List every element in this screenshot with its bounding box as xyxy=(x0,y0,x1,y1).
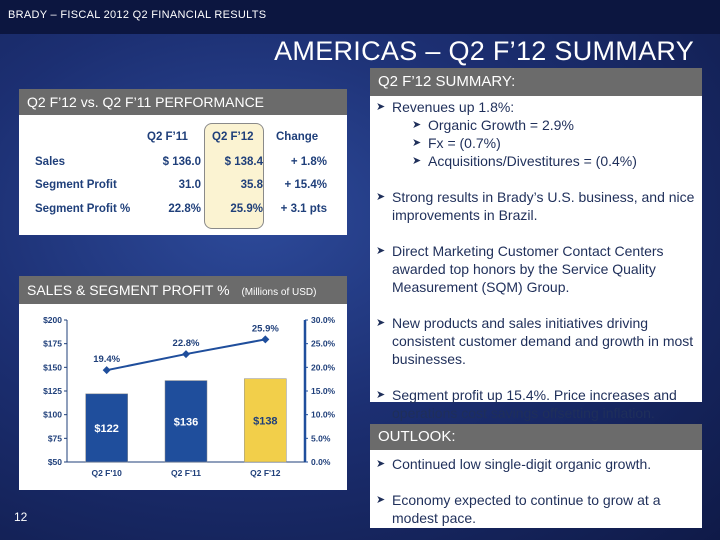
cell-sales-q2f11: $ 136.0 xyxy=(162,156,201,168)
y-right-tick-label: 0.0% xyxy=(311,457,331,467)
bar xyxy=(85,393,128,463)
slide-title: AMERICAS – Q2 F’12 SUMMARY xyxy=(274,36,694,66)
y-right-tick-label: 15.0% xyxy=(311,386,336,396)
y-right-tick-label: 5.0% xyxy=(311,433,331,443)
cell-sales-q2f12: $ 138.4 xyxy=(224,156,263,168)
summary-list: ➤ Revenues up 1.8%: ➤ Organic Growth = 2.9… xyxy=(370,98,702,422)
outlook-bullet: ➤ Continued low single-digit organic grow… xyxy=(376,456,652,472)
summary-sub-bullet: ➤ Acquisitions/Divestitures = (0.4%) xyxy=(412,153,637,169)
cell-profit-pct-q2f11: 22.8% xyxy=(168,203,201,215)
outlook-list: ➤ Continued low single-digit organic grow… xyxy=(370,455,702,527)
col-header-q2f12: Q2 F’12 xyxy=(212,131,254,143)
profit-label: 25.9% xyxy=(252,323,279,334)
chart-header: SALES & SEGMENT PROFIT % (Millions of US… xyxy=(19,276,347,304)
summary-bullet: ➤ New products and sales initiatives driv… xyxy=(376,315,694,367)
x-tick-label: Q2 F'11 xyxy=(171,468,201,478)
summary-bullet: ➤ Revenues up 1.8%: xyxy=(376,99,515,115)
cell-profit-q2f12: 35.8 xyxy=(240,179,263,191)
x-tick-label: Q2 F'10 xyxy=(91,468,122,478)
y-right-tick-label: 10.0% xyxy=(311,410,336,420)
profit-label: 22.8% xyxy=(173,338,200,349)
bar-label: $138 xyxy=(253,415,277,427)
col-header-q2f11: Q2 F’11 xyxy=(147,131,188,143)
arrow-icon: ➤ xyxy=(412,119,422,131)
profit-label: 19.4% xyxy=(93,354,120,365)
performance-header: Q2 F’12 vs. Q2 F’11 PERFORMANCE xyxy=(19,89,347,115)
profit-point xyxy=(102,366,111,375)
sales-profit-chart: $200 $175 $150 $125 $100 $75 $50 30.0% 25.0% 20.0… xyxy=(43,315,336,478)
y-right-tick-label: 30.0% xyxy=(311,315,336,325)
row-label-segment-profit-pct: Segment Profit % xyxy=(35,203,131,215)
col-header-change: Change xyxy=(276,131,319,143)
summary-title: Q2 F’12 SUMMARY: xyxy=(378,73,516,90)
breadcrumb: BRADY – FISCAL 2012 Q2 FINANCIAL RESULTS xyxy=(8,9,267,21)
cell-profit-q2f11: 31.0 xyxy=(178,179,201,191)
arrow-icon: ➤ xyxy=(376,494,386,506)
outlook-title: OUTLOOK: xyxy=(378,428,456,445)
outlook-header: OUTLOOK: xyxy=(370,424,702,450)
y-left-tick-label: $50 xyxy=(48,457,62,467)
q2f12-highlight xyxy=(204,123,264,229)
x-tick-label: Q2 F'12 xyxy=(250,468,281,478)
arrow-icon: ➤ xyxy=(376,458,386,470)
row-label-segment-profit: Segment Profit xyxy=(35,179,117,191)
summary-bullet: ➤ Strong results in Brady’s U.S. business… xyxy=(376,189,695,223)
bar-label: $122 xyxy=(94,423,118,435)
performance-title: Q2 F’12 vs. Q2 F’11 PERFORMANCE xyxy=(27,94,265,110)
summary-sub-bullet: ➤ Organic Growth = 2.9% xyxy=(412,117,574,133)
arrow-icon: ➤ xyxy=(376,389,386,401)
y-right-tick-label: 25.0% xyxy=(311,339,336,349)
chart-panel: $200 $175 $150 $125 $100 $75 $50 30.0% 25.0% 20.0… xyxy=(19,304,347,490)
y-left-tick-label: $175 xyxy=(43,339,62,349)
summary-sub-bullet: ➤ Fx = (0.7%) xyxy=(412,135,501,151)
chart-units: (Millions of USD) xyxy=(241,287,317,298)
arrow-icon: ➤ xyxy=(412,155,422,167)
summary-bullet: ➤ Segment profit up 15.4%. Price increase… xyxy=(376,387,677,421)
bar xyxy=(244,378,287,463)
summary-header: Q2 F’12 SUMMARY: xyxy=(370,68,702,96)
arrow-icon: ➤ xyxy=(412,137,422,149)
y-left-tick-label: $150 xyxy=(43,362,62,372)
top-bar: BRADY – FISCAL 2012 Q2 FINANCIAL RESULTS xyxy=(0,0,720,34)
outlook-panel: ➤ Continued low single-digit organic grow… xyxy=(370,450,702,528)
y-right-tick-label: 20.0% xyxy=(311,362,336,372)
bar-label: $136 xyxy=(174,416,198,428)
profit-point xyxy=(261,335,270,344)
summary-bullet: ➤ Direct Marketing Customer Contact Cente… xyxy=(376,243,664,295)
row-label-sales: Sales xyxy=(35,156,66,168)
cell-profit-pct-change: + 3.1 pts xyxy=(280,203,327,215)
cell-sales-change: + 1.8% xyxy=(290,156,327,168)
cell-profit-change: + 15.4% xyxy=(284,179,327,191)
profit-point xyxy=(182,350,190,359)
page-number: 12 xyxy=(14,510,28,524)
chart-title: SALES & SEGMENT PROFIT % xyxy=(27,282,230,298)
outlook-bullet: ➤ Economy expected to continue to grow at… xyxy=(376,492,661,526)
y-left-tick-label: $125 xyxy=(43,386,62,396)
y-left-tick-label: $75 xyxy=(48,433,62,443)
arrow-icon: ➤ xyxy=(376,101,386,113)
arrow-icon: ➤ xyxy=(376,191,386,203)
cell-profit-pct-q2f12: 25.9% xyxy=(230,203,263,215)
performance-table: Q2 F’11 Q2 F’12 Change Sales $ 136.0 $ 1… xyxy=(19,115,347,235)
summary-panel: ➤ Revenues up 1.8%: ➤ Organic Growth = 2.9… xyxy=(370,96,702,421)
y-left-tick-label: $200 xyxy=(43,315,62,325)
arrow-icon: ➤ xyxy=(376,245,386,257)
y-left-tick-label: $100 xyxy=(43,410,62,420)
bar xyxy=(164,380,208,463)
arrow-icon: ➤ xyxy=(376,317,386,329)
